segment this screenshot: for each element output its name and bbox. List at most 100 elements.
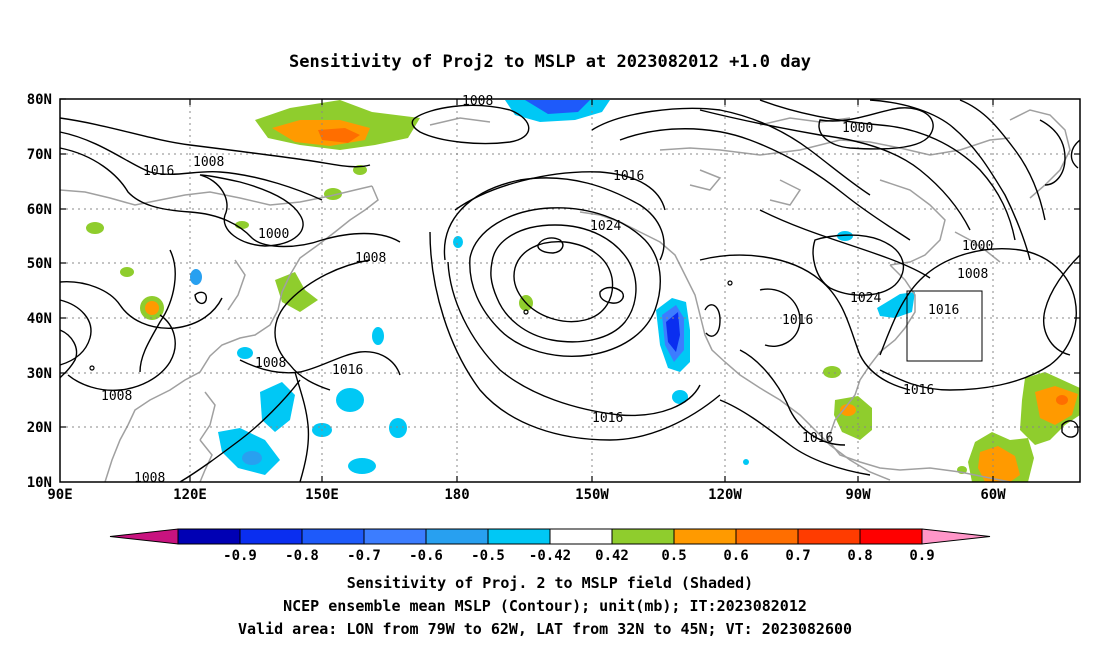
colorbar-tick-label: 0.7 [785, 548, 810, 564]
x-tick-label: 150W [575, 487, 609, 503]
x-tick-label: 60W [980, 487, 1006, 503]
shaded-sensitivity-areas [86, 100, 1080, 482]
y-tick-label: 70N [27, 147, 52, 163]
colorbar: -0.9 -0.8 -0.7 -0.6 -0.5 -0.42 0.42 0.5 0.6 0.7 0.… [109, 528, 991, 564]
contour-label: 1008 [101, 389, 132, 404]
colorbar-swatch [301, 528, 365, 545]
shade-positive-japan [275, 272, 318, 312]
contour-label: 1016 [928, 303, 959, 318]
shade-negative-small [453, 236, 463, 248]
shade-positive-caribbean-core [840, 404, 856, 416]
axis-ticks [60, 98, 1080, 482]
contour-label: 1000 [842, 121, 873, 136]
caption-line-3: Valid area: LON from 79W to 62W, LAT fro… [238, 620, 852, 638]
shade-negative-south-core [242, 451, 262, 465]
y-tick-label: 40N [27, 311, 52, 327]
colorbar-swatch [859, 528, 923, 545]
shade-negative-arctic-core [525, 100, 590, 114]
shade-negative-small [837, 231, 853, 241]
caption-line-2: NCEP ensemble mean MSLP (Contour); unit(… [283, 597, 807, 615]
contour-label: 1000 [258, 227, 289, 242]
shade-positive-south-america-core [978, 446, 1020, 482]
shade-negative-california-core [666, 312, 680, 352]
contour-label: 1016 [802, 431, 833, 446]
lat-lon-grid [60, 99, 1080, 482]
shade-negative-small [372, 327, 384, 345]
colorbar-tick-label: 0.8 [847, 548, 872, 564]
x-tick-label: 180 [444, 487, 469, 503]
y-tick-label: 80N [27, 92, 52, 108]
shade-positive-atlantic-peak [1056, 395, 1068, 405]
colorbar-tick-label: -0.42 [529, 548, 571, 564]
colorbar-tick-label: 0.42 [595, 548, 629, 564]
valid-area-box [906, 290, 983, 362]
y-tick-label: 50N [27, 256, 52, 272]
shade-positive-atlantic-core [1035, 386, 1078, 425]
contour-minor-features [89, 280, 733, 371]
colorbar-tick-label: 0.9 [909, 548, 934, 564]
map-title: Sensitivity of Proj2 to MSLP at 20230820… [289, 52, 811, 72]
shade-negative-small [672, 390, 688, 404]
colorbar-swatch [549, 528, 613, 545]
x-tick-label: 120W [708, 487, 742, 503]
map-frame [59, 98, 1081, 483]
colorbar-swatch [177, 528, 241, 545]
colorbar-tick-label: -0.8 [285, 548, 319, 564]
caption-line-1: Sensitivity of Proj. 2 to MSLP field (Sh… [347, 574, 753, 592]
colorbar-swatch [611, 528, 675, 545]
shade-positive-small [86, 222, 104, 234]
colorbar-tick-label: 0.5 [661, 548, 686, 564]
shade-negative-small [743, 459, 749, 465]
contour-label: 1016 [592, 411, 623, 426]
shade-positive-small [823, 366, 841, 378]
contour-label: 1016 [613, 169, 644, 184]
shade-positive-arctic-peak [318, 128, 360, 143]
colorbar-swatch [673, 528, 737, 545]
contour-label: 1024 [850, 291, 881, 306]
colorbar-swatch [797, 528, 861, 545]
colorbar-swatch [239, 528, 303, 545]
contour-label: 1008 [355, 251, 386, 266]
mslp-contours [59, 99, 1081, 483]
shade-positive-small [120, 267, 134, 277]
x-tick-label: 120E [173, 487, 207, 503]
x-tick-label: 90E [47, 487, 72, 503]
y-tick-label: 10N [27, 475, 52, 491]
shade-positive-small-core [145, 301, 159, 315]
x-tick-label: 90W [845, 487, 871, 503]
x-tick-label: 150E [305, 487, 339, 503]
contour-label: 1000 [962, 239, 993, 254]
colorbar-tick-label: -0.5 [471, 548, 505, 564]
colorbar-min-triangle [109, 528, 179, 545]
contour-label: 1016 [782, 313, 813, 328]
y-axis-labels: 80N 70N 60N 50N 40N 30N 20N 10N [27, 92, 52, 491]
y-tick-label: 20N [27, 420, 52, 436]
contour-label: 1008 [134, 471, 165, 486]
coastlines [59, 109, 1071, 483]
shade-negative-small [190, 269, 202, 285]
contour-label: 1008 [255, 356, 286, 371]
colorbar-tick-label: -0.6 [409, 548, 443, 564]
colorbar-max-triangle [921, 528, 991, 545]
contour-label: 1008 [957, 267, 988, 282]
map-panel: 1008 1016 1008 1000 1008 1024 1016 1000 … [27, 92, 1081, 503]
contour-label: 1016 [143, 164, 174, 179]
contour-label: 1024 [590, 219, 621, 234]
x-axis-labels: 90E 120E 150E 180 150W 120W 90W 60W [47, 487, 1006, 503]
colorbar-tick-label: -0.9 [223, 548, 257, 564]
colorbar-tick-label: -0.7 [347, 548, 381, 564]
y-tick-label: 60N [27, 202, 52, 218]
contour-label: 1016 [903, 383, 934, 398]
shade-negative-south [336, 388, 364, 412]
shade-negative-south [348, 458, 376, 474]
shade-negative-small [237, 347, 253, 359]
colorbar-tick-label: 0.6 [723, 548, 748, 564]
contour-label: 1016 [332, 363, 363, 378]
contour-label: 1008 [462, 94, 493, 109]
shade-positive-small [353, 165, 367, 175]
colorbar-swatch [735, 528, 799, 545]
shade-negative-south [389, 418, 407, 438]
colorbar-swatch [487, 528, 551, 545]
contour-label-group: 1008 1016 1008 1000 1008 1024 1016 1000 … [101, 94, 993, 486]
